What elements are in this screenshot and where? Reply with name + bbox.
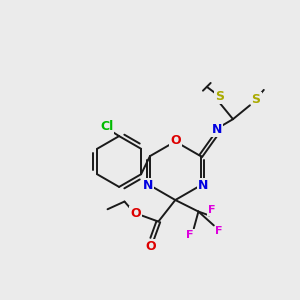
Text: F: F	[186, 230, 194, 240]
Text: N: N	[142, 179, 153, 192]
Text: N: N	[198, 179, 208, 192]
Text: N: N	[212, 123, 222, 136]
Text: S: S	[252, 93, 261, 106]
Text: S: S	[214, 90, 224, 103]
Text: O: O	[130, 207, 141, 220]
Text: O: O	[146, 240, 156, 253]
Text: F: F	[208, 205, 215, 215]
Text: F: F	[215, 226, 223, 236]
Text: O: O	[170, 134, 181, 147]
Text: Cl: Cl	[100, 120, 113, 134]
